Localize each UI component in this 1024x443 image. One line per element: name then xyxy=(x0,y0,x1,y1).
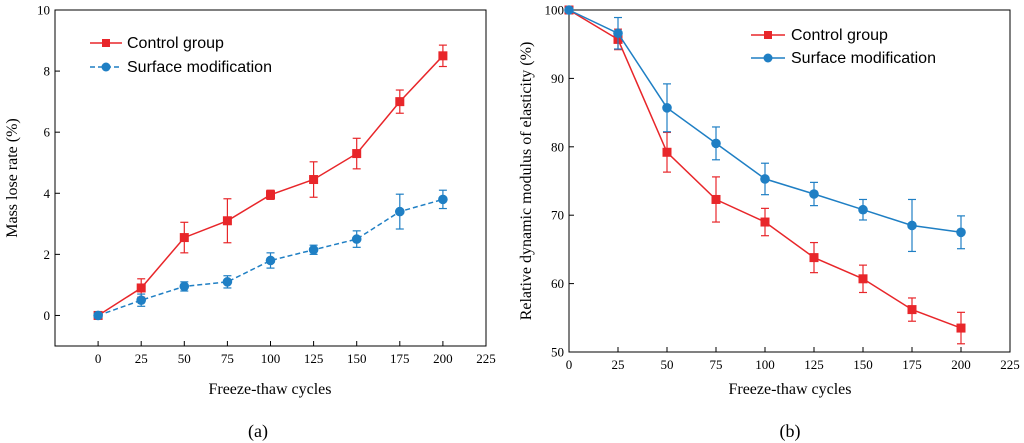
x-tick-label-a: 175 xyxy=(390,351,410,366)
data-point-surface-modification-a xyxy=(136,295,146,305)
x-tick-label-a: 200 xyxy=(433,351,453,366)
y-axis-ticks-a: 0 2 4 6 8 10 xyxy=(37,3,60,323)
data-point-control-group-a xyxy=(222,216,232,226)
data-point-control-group-a xyxy=(438,51,448,61)
data-point-surface-modification-b xyxy=(564,5,574,15)
data-point-control-group-b xyxy=(711,194,721,204)
x-tick-label-a: 125 xyxy=(304,351,324,366)
series-line-surface-modification-b xyxy=(568,9,962,234)
legend-a: Control group Surface modification xyxy=(90,35,272,76)
y-tick-label-b: 90 xyxy=(551,71,564,86)
y-tick-label-b: 50 xyxy=(551,345,564,360)
data-point-surface-modification-b xyxy=(613,28,623,39)
data-point-control-group-a xyxy=(179,233,189,243)
x-tick-label-a: 0 xyxy=(95,351,102,366)
x-tick-label-b: 175 xyxy=(902,357,922,372)
y-axis-label-a: Mass lose rate (%) xyxy=(4,118,21,238)
data-point-surface-modification-a xyxy=(351,234,362,244)
x-tick-label-b: 25 xyxy=(612,357,625,372)
data-point-surface-modification-b xyxy=(760,174,770,184)
x-tick-label-b: 100 xyxy=(755,357,775,372)
y-axis-label-b: Relative dynamic modulus of elasticity (… xyxy=(518,42,535,321)
y-tick-label-a: 6 xyxy=(44,125,51,140)
x-tick-label-a: 50 xyxy=(178,351,191,366)
x-tick-label-b: 225 xyxy=(1000,357,1020,372)
x-tick-label-b: 200 xyxy=(951,357,971,372)
plot-frame-b xyxy=(568,9,1011,353)
chart-panel-a: 0 25 50 75 100 125 150 175 200 225 0 2 4 6 8 10 Contro… xyxy=(4,3,496,443)
x-tick-label-b: 125 xyxy=(804,357,824,372)
data-point-control-group-a xyxy=(266,190,275,200)
data-point-control-group-b xyxy=(907,305,917,315)
data-point-surface-modification-a xyxy=(395,206,405,217)
data-point-control-group-b xyxy=(956,323,966,333)
y-tick-label-a: 8 xyxy=(44,64,51,79)
x-tick-label-a: 150 xyxy=(347,351,367,366)
data-point-control-group-a xyxy=(136,283,146,293)
data-point-control-group-b xyxy=(858,274,868,284)
y-tick-label-a: 4 xyxy=(44,186,51,201)
data-point-surface-modification-a xyxy=(93,310,103,321)
y-axis-ticks-b: 50 60 70 80 90 100 xyxy=(545,3,574,360)
data-point-surface-modification-b xyxy=(907,220,917,231)
y-tick-label-a: 0 xyxy=(44,308,51,323)
y-tick-label-a: 2 xyxy=(44,247,51,262)
data-point-surface-modification-b xyxy=(809,189,819,199)
data-point-surface-modification-a xyxy=(265,255,276,266)
legend-marker-control-a xyxy=(102,39,110,47)
y-tick-label-b: 60 xyxy=(551,276,564,291)
caption-b: (b) xyxy=(780,421,801,442)
series-line-surface-modification-a xyxy=(97,198,444,317)
data-point-control-group-a xyxy=(309,175,319,185)
x-tick-label-b: 150 xyxy=(853,357,873,372)
x-axis-ticks-a: 0 25 50 75 100 125 150 175 200 225 xyxy=(95,341,496,366)
data-point-control-group-a xyxy=(395,97,405,107)
x-tick-label-b: 75 xyxy=(710,357,723,372)
data-point-surface-modification-b xyxy=(858,204,868,215)
x-tick-label-b: 0 xyxy=(566,357,573,372)
data-point-surface-modification-a xyxy=(222,277,233,287)
data-point-control-group-a xyxy=(352,149,362,159)
caption-a: (a) xyxy=(248,421,268,442)
legend-marker-control-b xyxy=(764,31,772,39)
x-axis-label-b: Freeze-thaw cycles xyxy=(728,381,851,398)
x-axis-ticks-b: 0 25 50 75 100 125 150 175 200 225 xyxy=(566,347,1020,372)
legend-label-surface-a: Surface modification xyxy=(127,59,272,76)
data-point-control-group-b xyxy=(662,147,672,157)
x-tick-label-a: 75 xyxy=(221,351,234,366)
y-tick-label-b: 70 xyxy=(551,208,564,223)
series-line-control-group-a xyxy=(97,55,444,317)
x-axis-label-a: Freeze-thaw cycles xyxy=(208,381,331,398)
data-point-surface-modification-a xyxy=(308,244,319,255)
legend-marker-surface-b xyxy=(763,53,773,63)
data-point-surface-modification-a xyxy=(438,194,448,205)
x-tick-label-a: 25 xyxy=(135,351,148,366)
data-point-control-group-b xyxy=(760,217,770,227)
data-point-surface-modification-a xyxy=(179,281,190,292)
plot-area-a xyxy=(93,44,448,321)
legend-label-surface-b: Surface modification xyxy=(791,50,936,67)
data-point-control-group-b xyxy=(809,253,819,263)
y-tick-label-b: 100 xyxy=(545,3,565,18)
x-tick-label-b: 50 xyxy=(661,357,674,372)
y-tick-label-a: 10 xyxy=(37,3,50,18)
legend-b: Control group Surface modification xyxy=(751,27,936,67)
y-tick-label-b: 80 xyxy=(551,139,564,154)
data-point-surface-modification-b xyxy=(956,227,966,238)
legend-label-control-a: Control group xyxy=(127,35,224,52)
chart-panel-b: 0 25 50 75 100 125 150 175 200 225 5060708090100 … xyxy=(518,3,1020,443)
legend-marker-surface-a xyxy=(101,62,111,72)
data-point-surface-modification-b xyxy=(662,103,672,113)
x-tick-label-a: 100 xyxy=(261,351,281,366)
data-point-surface-modification-b xyxy=(711,138,721,149)
legend-label-control-b: Control group xyxy=(791,27,888,44)
x-tick-label-a: 225 xyxy=(476,351,496,366)
plot-area-b xyxy=(564,5,966,345)
